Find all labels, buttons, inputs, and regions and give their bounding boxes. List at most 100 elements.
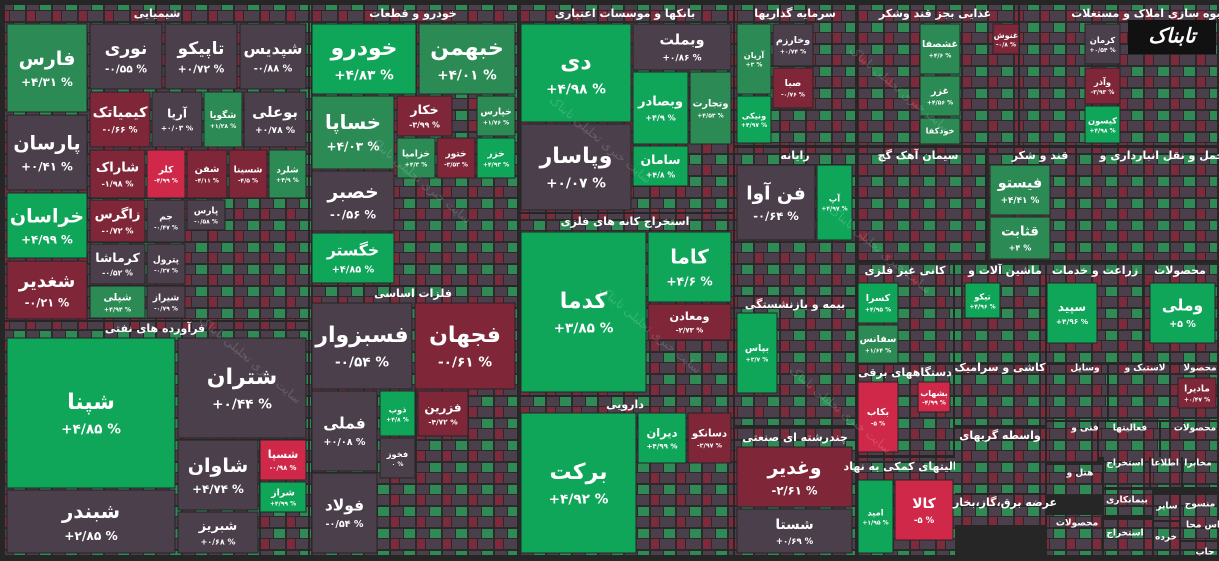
sector-title: ماشین آلات و	[967, 263, 1042, 277]
stock-change: +۴/۹۲ %	[549, 492, 609, 508]
stock-label: شبندر	[61, 500, 120, 523]
stock-tile	[919, 117, 961, 145]
sector	[1181, 495, 1217, 520]
stock-tile	[919, 75, 961, 117]
stock-change: +۰/۵۴ %	[1089, 47, 1115, 54]
stock-change: +۵ %	[1169, 319, 1196, 330]
stock-change: +۴/۹۸ %	[546, 82, 606, 98]
stock-tile	[857, 324, 899, 364]
stock-tile	[186, 149, 228, 199]
stock-tile	[689, 71, 732, 145]
stock-label: کرماشا	[95, 250, 140, 265]
stock-change: +۰/۰۷ %	[546, 176, 606, 192]
stock-tile	[311, 23, 417, 95]
sector-title: لاستیک و	[1124, 364, 1166, 374]
stock-tile	[632, 145, 689, 187]
stock-change: +۳ %	[746, 62, 763, 69]
stock-label: شپلی	[103, 293, 131, 304]
stock-label: تیکو	[973, 291, 991, 302]
stock-tile	[989, 216, 1051, 260]
stock-label: بوعلی	[252, 104, 298, 121]
stock-tile	[1084, 23, 1121, 65]
stock-label: فارس	[19, 48, 76, 70]
stock-label: غنوش	[994, 31, 1019, 41]
stock-label: کرمان	[1090, 35, 1116, 46]
stock-tile	[177, 337, 307, 439]
stock-label: غزر	[930, 86, 949, 97]
stock-label: وبملت	[659, 33, 704, 49]
sector-title: حاب	[1196, 548, 1215, 558]
stock-tile	[647, 303, 732, 341]
stock-tile	[687, 412, 732, 464]
stock-label: کیمیاتک	[93, 105, 149, 121]
stock-change: +۰/۶۸ %	[201, 538, 236, 547]
stock-label: فن آوا	[746, 182, 806, 205]
stock-label: سپید	[1058, 300, 1086, 314]
stock-label: شستا	[775, 517, 813, 533]
stock-tile	[6, 337, 176, 489]
stock-label: شسینا	[234, 165, 263, 175]
stock-change: -۲/۷۳ %	[676, 326, 704, 334]
stock-tile	[6, 23, 88, 113]
stock-change: +۴/۸۵ %	[61, 422, 121, 438]
stock-label: کیسون	[1088, 115, 1117, 126]
stock-change: +۴/۸۳ %	[334, 67, 394, 83]
stock-tile	[857, 479, 894, 554]
stock-label: شاراک	[96, 161, 139, 176]
stock-change: -۰/۵۲ %	[102, 268, 133, 277]
stock-change: +۴/۶ %	[666, 274, 712, 288]
logo-box	[1128, 20, 1216, 54]
stock-label: خصبر	[326, 182, 378, 203]
stock-tile	[396, 137, 436, 179]
stock-change: +۴/۹۹ %	[646, 442, 677, 451]
stock-label: فزرین	[424, 401, 461, 416]
stock-tile	[1149, 282, 1216, 344]
stock-tile	[89, 199, 146, 243]
stock-change: +۰/۸۶ %	[662, 53, 701, 63]
stock-tile	[203, 91, 243, 148]
stock-tile	[259, 439, 307, 481]
stock-change: +۴/۶ %	[929, 53, 952, 60]
stock-change: -۰/۶۴ %	[753, 209, 799, 223]
stock-tile	[311, 170, 395, 232]
stock-change: -۳/۵۳ %	[444, 161, 468, 168]
stock-tile	[736, 312, 778, 394]
stock-tile	[228, 149, 268, 199]
stock-tile	[89, 149, 146, 199]
stock-label: شپنا	[67, 390, 115, 415]
stock-label: خزامیا	[402, 149, 430, 159]
stock-change: +۳/۷ %	[746, 357, 769, 364]
sector-title: محصولات	[1154, 264, 1206, 277]
stock-change: +۴/۹۵ %	[865, 307, 891, 314]
stock-change: -۰/۲۱ %	[25, 297, 69, 310]
sector	[1099, 422, 1159, 457]
stock-tile	[311, 302, 413, 390]
stock-tile	[311, 95, 395, 170]
sector-title: فلزات اساسی	[374, 287, 452, 300]
stock-tile	[146, 285, 186, 319]
stock-tile	[520, 23, 632, 123]
stock-label: فسبزوار	[314, 323, 408, 348]
stock-label: شیراز	[152, 293, 180, 303]
stock-label: دسانکو	[691, 428, 727, 439]
stock-label: وخارزم	[776, 35, 810, 46]
stock-label: وپاسار	[539, 144, 613, 169]
stock-change: +۱/۷۶ %	[483, 119, 509, 126]
stock-change: +۴/۰۱ %	[437, 67, 497, 83]
stock-label: نوری	[105, 39, 148, 59]
stock-label: برکت	[549, 460, 607, 485]
stock-tile	[919, 23, 961, 75]
sector-title: فنی و	[1070, 424, 1099, 434]
stock-label: شگویا	[210, 109, 237, 121]
stock-label: سامان	[640, 152, 680, 167]
stock-tile	[89, 243, 146, 285]
stock-change: +۴/۹۳ %	[483, 161, 509, 168]
stock-tile	[89, 91, 151, 148]
stock-tile	[6, 489, 176, 554]
stock-tile	[632, 23, 732, 71]
stock-label: بشهاب	[920, 389, 947, 398]
stock-change: +۴/۹۷ %	[821, 205, 847, 212]
stock-tile	[857, 282, 899, 324]
stock-change: +۴ %	[1009, 242, 1032, 252]
stock-tile	[1084, 105, 1121, 144]
